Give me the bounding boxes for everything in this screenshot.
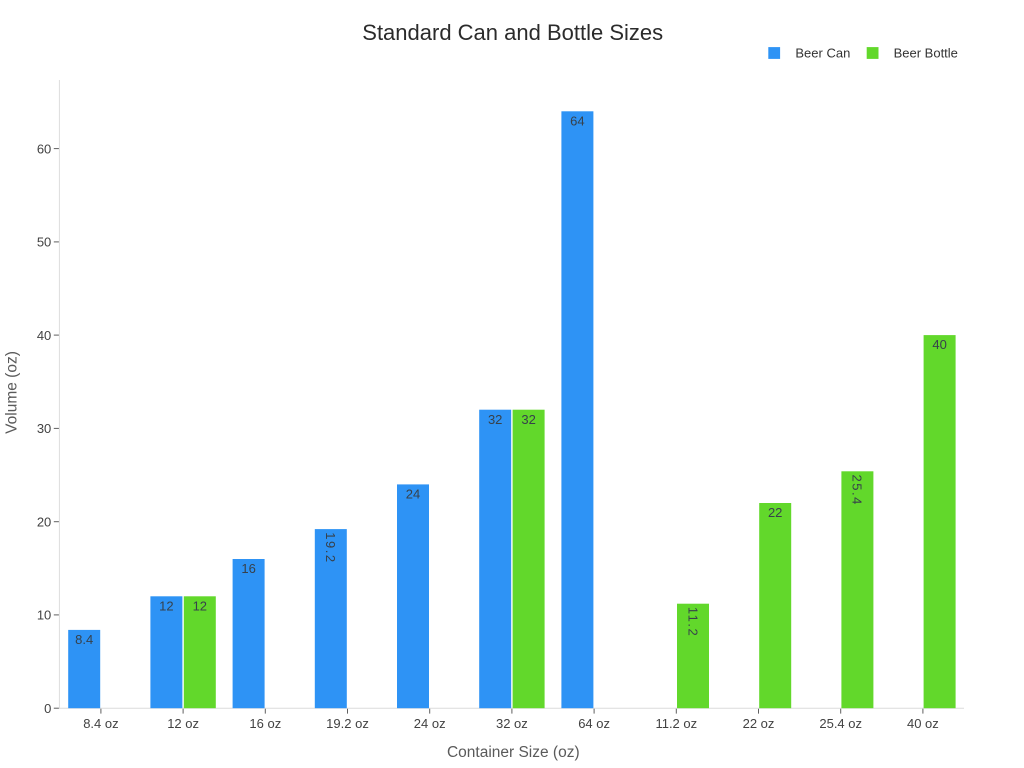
svg-text:0: 0	[44, 701, 51, 716]
svg-text:16: 16	[241, 561, 255, 576]
svg-text:64: 64	[570, 113, 584, 128]
svg-text:60: 60	[37, 141, 51, 156]
svg-text:Standard Can and Bottle Sizes: Standard Can and Bottle Sizes	[362, 20, 663, 45]
svg-text:16 oz: 16 oz	[249, 716, 281, 731]
svg-text:25.4: 25.4	[850, 475, 865, 506]
svg-text:8.4 oz: 8.4 oz	[83, 716, 118, 731]
svg-text:10: 10	[37, 608, 51, 623]
svg-text:12: 12	[193, 598, 207, 613]
svg-text:32: 32	[488, 412, 502, 427]
svg-text:30: 30	[37, 421, 51, 436]
svg-text:8.4: 8.4	[75, 632, 93, 647]
svg-text:64 oz: 64 oz	[578, 716, 610, 731]
svg-text:Beer Can: Beer Can	[795, 46, 850, 61]
svg-text:20: 20	[37, 514, 51, 529]
svg-text:Beer Bottle: Beer Bottle	[894, 46, 958, 61]
svg-text:50: 50	[37, 235, 51, 250]
svg-text:32: 32	[521, 412, 535, 427]
svg-text:22: 22	[768, 505, 782, 520]
svg-text:19.2 oz: 19.2 oz	[326, 716, 369, 731]
svg-text:Container Size (oz): Container Size (oz)	[447, 744, 580, 761]
svg-text:32 oz: 32 oz	[496, 716, 528, 731]
svg-text:24 oz: 24 oz	[414, 716, 446, 731]
svg-text:12 oz: 12 oz	[167, 716, 199, 731]
svg-text:12: 12	[159, 598, 173, 613]
svg-text:24: 24	[406, 487, 420, 502]
svg-text:40 oz: 40 oz	[907, 716, 939, 731]
svg-text:11.2 oz: 11.2 oz	[655, 716, 697, 731]
svg-text:25.4 oz: 25.4 oz	[819, 716, 862, 731]
svg-text:11.2: 11.2	[685, 607, 700, 637]
svg-text:22 oz: 22 oz	[743, 716, 775, 731]
svg-text:40: 40	[932, 337, 946, 352]
svg-text:40: 40	[37, 328, 51, 343]
svg-text:Volume (oz): Volume (oz)	[4, 351, 21, 434]
svg-text:19.2: 19.2	[323, 532, 338, 563]
